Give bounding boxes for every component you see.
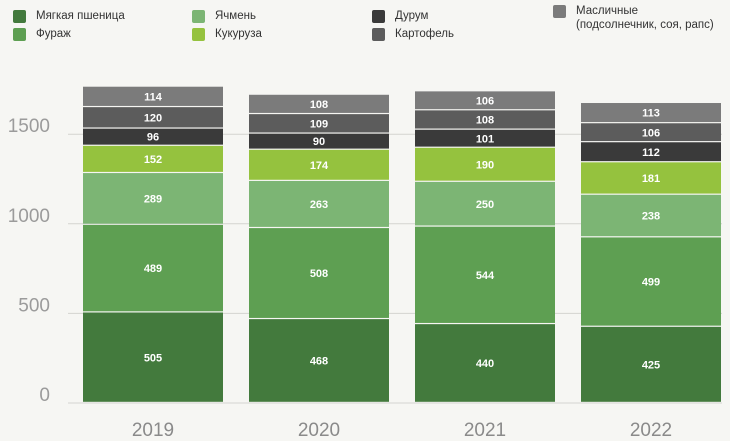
bar-segment [415,324,555,402]
bar-segment [415,91,555,110]
bar-segment [249,133,389,149]
bar-value-label: 250 [476,199,494,211]
bar-segment [415,110,555,129]
bar-value-label: 174 [310,160,329,172]
bar-value-label: 181 [642,173,660,185]
bar-segment [83,128,223,145]
bar-segment [581,103,721,123]
legend-swatch [372,10,385,23]
bar-segment [581,237,721,326]
bar-segment [581,162,721,194]
bar-value-label: 109 [310,118,328,130]
legend-label: Фураж [36,28,71,40]
bar-segment [581,123,721,142]
x-tick-label: 2019 [132,420,174,441]
legend-label: Масличные (подсолнечник, соя, рапс) [576,5,714,31]
bar-value-label: 90 [313,136,325,148]
legend-swatch [192,28,205,41]
bar-segment [83,224,223,312]
bar-segment [415,147,555,181]
bar-segment [83,312,223,402]
x-tick-label: 2021 [464,420,506,441]
legend-label: Дурум [395,10,429,22]
bar-segment [581,194,721,237]
legend-swatch [192,10,205,23]
bar-segment [415,226,555,323]
legend-item: Фураж [13,27,71,41]
bar-value-label: 108 [476,115,494,127]
bar-value-label: 112 [642,147,660,159]
x-tick-label: 2020 [298,420,340,441]
bar-value-label: 120 [144,112,162,124]
bar-value-label: 263 [310,199,328,211]
bar-segment [249,114,389,133]
bar-value-label: 544 [476,270,495,282]
bar-value-label: 106 [476,95,494,107]
bar-value-label: 101 [476,133,494,145]
bar-segment [83,107,223,128]
legend-item: Мягкая пшеница [13,9,125,23]
bar-value-label: 440 [476,358,494,370]
bar-value-label: 96 [147,132,159,144]
bar-segment [249,228,389,318]
bar-segment [249,180,389,227]
bar-value-label: 468 [310,356,328,368]
legend-label: Мягкая пшеница [36,10,125,22]
legend-label: Ячмень [215,10,256,22]
y-tick-label: 1500 [8,116,50,137]
bar-value-label: 108 [310,99,328,111]
bar-segment [581,326,721,402]
legend-swatch [13,10,26,23]
bar-value-label: 114 [144,91,163,103]
bar-value-label: 425 [642,359,660,371]
bar-segment [83,86,223,106]
bar-value-label: 190 [476,159,494,171]
bar-value-label: 113 [642,108,660,120]
bar-value-label: 508 [310,268,328,280]
legend-label: Кукуруза [215,28,262,40]
bar-segment [581,142,721,162]
legend-swatch [372,28,385,41]
y-tick-label: 1000 [8,206,50,227]
bar-value-label: 152 [144,154,162,166]
bar-value-label: 489 [144,263,162,275]
legend-swatch [553,5,566,18]
bar-segment [83,145,223,172]
bar-segment [249,319,389,402]
y-tick-label: 500 [18,295,50,316]
bar-segment [249,94,389,113]
bar-segment [83,173,223,224]
legend-item: Дурум [372,9,428,23]
bar-segment [415,129,555,147]
x-tick-label: 2022 [630,420,672,441]
legend-swatch [13,28,26,41]
bar-value-label: 289 [144,193,162,205]
bar-value-label: 106 [642,127,660,139]
bar-value-label: 238 [642,211,660,223]
legend-item: Кукуруза [192,27,262,41]
bar-value-label: 499 [642,277,660,289]
legend-item: Картофель [372,27,454,41]
legend-item: Масличные (подсолнечник, соя, рапс) [553,4,714,32]
bar-segment [415,181,555,226]
bar-value-label: 505 [144,352,162,364]
y-tick-label: 0 [39,385,50,406]
legend-item: Ячмень [192,9,256,23]
bar-segment [249,149,389,180]
legend-label: Картофель [395,28,454,40]
